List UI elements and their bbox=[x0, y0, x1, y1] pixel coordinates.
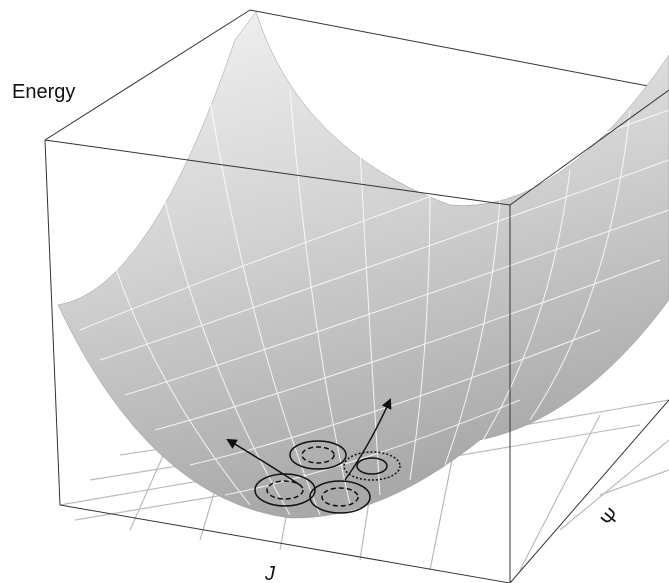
j-axis-label: J bbox=[264, 563, 276, 583]
energy-surface bbox=[58, 12, 669, 518]
box-back bbox=[45, 10, 669, 140]
psi-axis-label: Ψ bbox=[597, 504, 625, 531]
diagram: Energy J Ψ bbox=[0, 0, 669, 583]
energy-axis-label: Energy bbox=[12, 81, 75, 103]
